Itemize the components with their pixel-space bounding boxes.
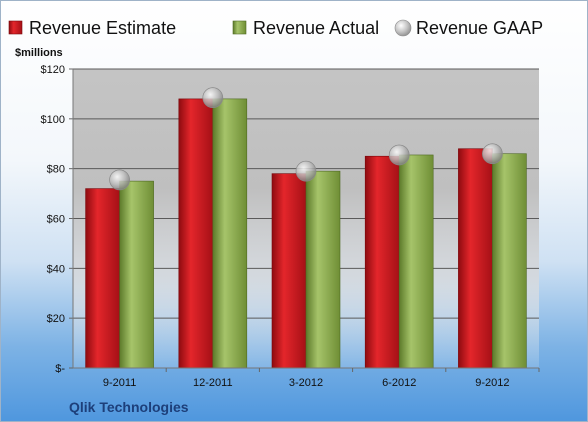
axes: $- $20 $40 $60 $80 $100 $120 9-2011 12-2011 3-201… xyxy=(41,64,540,389)
marker-revenue-gaap xyxy=(388,144,410,166)
y-tick-label: $120 xyxy=(41,64,65,76)
y-tick-label: $80 xyxy=(47,164,65,176)
x-tick-label: 9-2012 xyxy=(475,377,509,389)
legend-revenue-actual: Revenue Actual xyxy=(232,18,379,38)
bar-revenue-estimate xyxy=(271,173,307,369)
bar-revenue-estimate xyxy=(178,98,214,369)
legend-revenue-estimate-label: Revenue Estimate xyxy=(29,18,176,38)
legend-revenue-estimate-swatch xyxy=(8,20,23,35)
y-tick-label: $40 xyxy=(47,263,65,275)
y-axis-unit-label: $millions xyxy=(15,47,63,59)
bar-revenue-estimate xyxy=(458,148,493,369)
bar-revenue-estimate xyxy=(364,155,400,369)
y-tick-label: $- xyxy=(55,363,65,375)
legend-revenue-gaap: Revenue GAAP xyxy=(394,18,543,38)
company-name: Qlik Technologies xyxy=(69,399,189,415)
legend-revenue-actual-swatch xyxy=(232,20,247,35)
bar-revenue-actual xyxy=(305,170,341,369)
bar-revenue-actual xyxy=(398,154,434,369)
legend-revenue-gaap-swatch xyxy=(394,19,412,37)
x-tick-label: 3-2012 xyxy=(289,377,323,389)
y-tick-label: $20 xyxy=(47,313,65,325)
x-tick-label: 6-2012 xyxy=(382,377,416,389)
marker-revenue-gaap xyxy=(109,169,130,191)
bar-revenue-estimate xyxy=(85,188,120,369)
gaap-markers xyxy=(109,87,503,191)
bars xyxy=(85,98,527,369)
legend-revenue-gaap-label: Revenue GAAP xyxy=(416,18,543,38)
marker-revenue-gaap xyxy=(202,87,224,109)
legend-revenue-actual-label: Revenue Actual xyxy=(253,18,379,38)
marker-revenue-gaap xyxy=(295,160,317,182)
x-tick-label: 9-2011 xyxy=(103,377,136,389)
bar-revenue-actual xyxy=(492,153,527,369)
marker-revenue-gaap xyxy=(482,143,503,165)
y-tick-label: $60 xyxy=(47,214,65,226)
legend-revenue-estimate: Revenue Estimate xyxy=(8,18,176,38)
bar-revenue-actual xyxy=(119,180,154,369)
y-tick-label: $100 xyxy=(41,114,65,126)
bar-revenue-actual xyxy=(212,98,248,369)
x-tick-label: 12-2011 xyxy=(193,377,233,389)
legend: Revenue Estimate Revenue Actual Revenue GA… xyxy=(8,18,543,38)
